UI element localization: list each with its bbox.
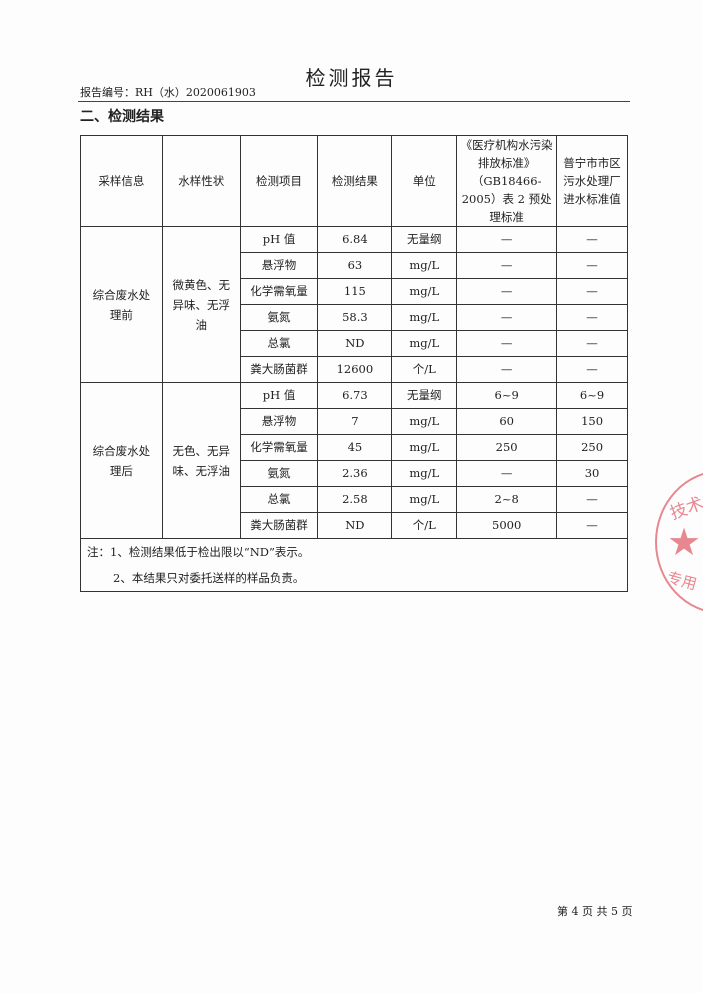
section-heading: 二、检测结果 — [80, 109, 164, 125]
test-result-cell: ND — [317, 512, 393, 539]
column-header: 水样性状 — [161, 135, 241, 227]
table-row: 化学需氧量 115 mg/L — — — [81, 278, 628, 305]
stamp-text-top: 技术 — [667, 493, 703, 525]
standard-gb18466-cell: — — [456, 356, 558, 383]
page-title: 检测报告 — [305, 66, 398, 90]
test-item-cell: pH 值 — [239, 382, 319, 409]
test-result-cell: 2.36 — [317, 460, 393, 487]
unit-cell: mg/L — [391, 252, 458, 279]
test-result-cell: 6.73 — [317, 382, 393, 409]
test-item-cell: 粪大肠菌群 — [239, 356, 319, 383]
table-row: 粪大肠菌群 ND 个/L 5000— — [81, 512, 628, 539]
standard-gb18466-cell: 6~9 — [456, 382, 558, 409]
test-item-cell: 粪大肠菌群 — [239, 512, 319, 539]
test-item-cell: pH 值 — [239, 226, 319, 253]
test-item-cell: 化学需氧量 — [239, 278, 319, 305]
unit-cell: mg/L — [391, 278, 458, 305]
table-row: 总氯 ND mg/L — — — [81, 330, 628, 357]
test-result-cell: 58.3 — [317, 304, 393, 331]
test-result-cell: 63 — [317, 252, 393, 279]
standard-gb18466-cell: — — [456, 252, 558, 279]
column-header: 检测项目 — [239, 135, 319, 227]
test-result-cell: 7 — [317, 408, 393, 435]
unit-cell: 个/L — [391, 356, 458, 383]
standard-gb18466-cell: 60 — [456, 408, 558, 435]
standard-puning-cell: 250 — [556, 434, 628, 461]
test-result-cell: ND — [317, 330, 393, 357]
standard-gb18466-cell: — — [456, 226, 558, 253]
header-row: 采样信息 水样性状 检测项目 检测结果 单位 《医疗机构水污染排放标准》（GB18466-… — [80, 135, 628, 227]
unit-cell: mg/L — [391, 460, 458, 487]
test-result-cell: 115 — [317, 278, 393, 305]
column-header: 单位 — [391, 135, 458, 227]
table-row: 综合废水处理后 无色、无异味、无浮油 pH 值 6.73 无量纲 6~9 6~9 — [80, 382, 628, 539]
page-number: 第 4 页 共 5 页 — [557, 905, 633, 918]
test-item-cell: 总氯 — [239, 486, 319, 513]
unit-cell: mg/L — [391, 408, 458, 435]
note-1: 注：1、检测结果低于检出限以“ND”表示。 — [87, 545, 310, 559]
stamp-text-bottom: 专用 — [665, 568, 699, 594]
results-table: 采样信息 水样性状 检测项目 检测结果 单位 《医疗机构水污染排放标准》（GB18466-… — [80, 135, 628, 592]
header-divider — [78, 101, 630, 102]
test-item-cell: 氨氮 — [239, 460, 319, 487]
table-row: 悬浮物 7 mg/L 60 150 — [81, 408, 628, 435]
test-result-cell: 45 — [317, 434, 393, 461]
column-header: 采样信息 — [80, 135, 163, 227]
test-result-cell: 6.84 — [317, 226, 393, 253]
sample-info-cell: 综合废水处理后 — [80, 382, 163, 539]
table-row: 综合废水处理前 微黄色、无异味、无浮油 pH 值 6.84 无量纲 — — — [80, 226, 628, 383]
test-result-cell: 2.58 — [317, 486, 393, 513]
standard-puning-cell: 30 — [556, 460, 628, 487]
water-state-cell: 无色、无异味、无浮油 — [161, 382, 241, 539]
standard-gb18466-cell: 5000 — [456, 512, 558, 539]
standard-gb18466-cell: 2~8 — [456, 486, 558, 513]
star-icon: ★ — [667, 520, 702, 564]
table-row: 化学需氧量 45 mg/L 250 250 — [81, 434, 628, 461]
standard-gb18466-cell: — — [456, 304, 558, 331]
water-state-cell: 微黄色、无异味、无浮油 — [161, 226, 241, 383]
table-row: 悬浮物 63 mg/L — — — [81, 252, 628, 279]
standard-puning-cell: — — [556, 226, 628, 253]
table-row: 氨氮 58.3 mg/L — — — [81, 304, 628, 331]
test-item-cell: 总氯 — [239, 330, 319, 357]
unit-cell: 无量纲 — [391, 226, 458, 253]
test-item-cell: 化学需氧量 — [239, 434, 319, 461]
sample-info-cell: 综合废水处理前 — [80, 226, 163, 383]
standard-gb18466-cell: 250 — [456, 434, 558, 461]
standard-puning-cell: — — [556, 278, 628, 305]
standard-puning-cell: — — [556, 486, 628, 513]
standard-puning-cell: — — [556, 252, 628, 279]
official-stamp: 技术 ★ 专用 — [655, 470, 703, 614]
unit-cell: mg/L — [391, 304, 458, 331]
standard-puning-cell: — — [556, 512, 628, 539]
standard-puning-cell: — — [556, 330, 628, 357]
test-item-cell: 悬浮物 — [239, 252, 319, 279]
standard-puning-cell: 150 — [556, 408, 628, 435]
unit-cell: mg/L — [391, 330, 458, 357]
unit-cell: mg/L — [391, 434, 458, 461]
report-number: 报告编号：RH（水）2020061903 — [80, 86, 256, 99]
column-header: 普宁市市区污水处理厂进水标准值 — [556, 135, 628, 227]
note-2: 2、本结果只对委托送样的样品负责。 — [113, 571, 305, 585]
unit-cell: mg/L — [391, 486, 458, 513]
test-result-cell: 12600 — [317, 356, 393, 383]
standard-gb18466-cell: — — [456, 278, 558, 305]
table-row: 氨氮 2.36 mg/L —30 — [81, 460, 628, 487]
unit-cell: 无量纲 — [391, 382, 458, 409]
column-header: 《医疗机构水污染排放标准》（GB18466-2005）表 2 预处理标准 — [456, 135, 558, 227]
standard-puning-cell: — — [556, 356, 628, 383]
column-header: 检测结果 — [317, 135, 393, 227]
standard-puning-cell: 6~9 — [556, 382, 628, 409]
test-item-cell: 悬浮物 — [239, 408, 319, 435]
standard-gb18466-cell: — — [456, 460, 558, 487]
notes-row: 注：1、检测结果低于检出限以“ND”表示。 2、本结果只对委托送样的样品负责。 — [80, 538, 628, 592]
standard-gb18466-cell: — — [456, 330, 558, 357]
test-item-cell: 氨氮 — [239, 304, 319, 331]
standard-puning-cell: — — [556, 304, 628, 331]
unit-cell: 个/L — [391, 512, 458, 539]
